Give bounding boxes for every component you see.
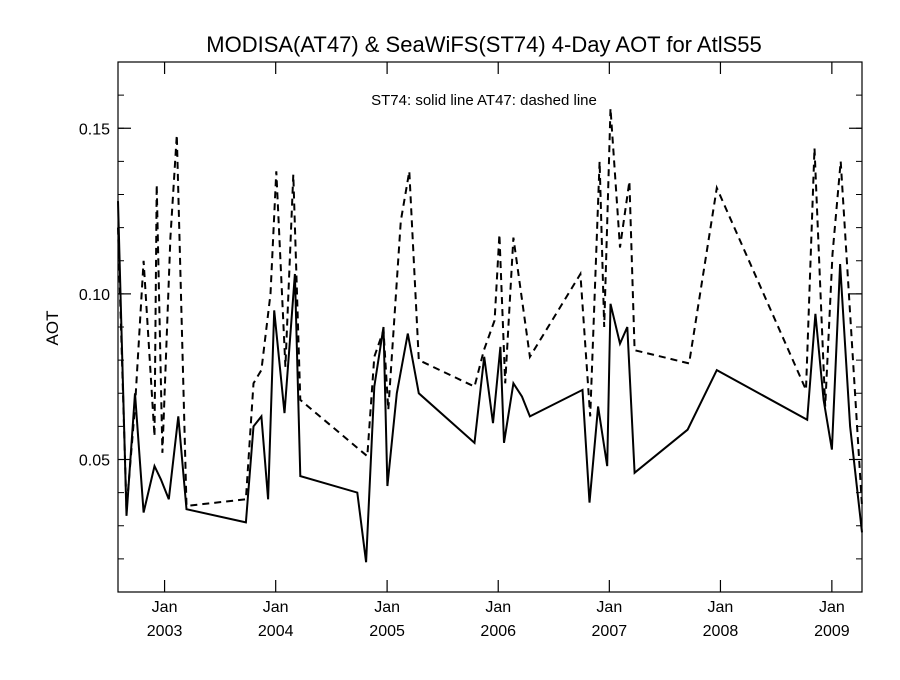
x-tick-year-label: 2006: [480, 623, 516, 640]
x-tick-month-label: Jan: [485, 599, 511, 616]
plot-frame: [117, 61, 863, 593]
series-line-at47-dashed: [117, 108, 863, 510]
x-tick-month-label: Jan: [708, 599, 734, 616]
x-tick-year-label: 2007: [592, 623, 628, 640]
y-tick-label: 0.15: [79, 121, 110, 138]
y-tick-label: 0.10: [79, 287, 110, 304]
x-tick-year-label: 2008: [703, 623, 739, 640]
x-tick-month-label: Jan: [263, 599, 289, 616]
x-tick-year-label: 2005: [369, 623, 405, 640]
series-line-st74-solid: [117, 201, 863, 563]
x-tick-month-label: Jan: [819, 599, 845, 616]
x-tick-month-label: Jan: [152, 599, 178, 616]
x-tick-year-label: 2009: [814, 623, 850, 640]
x-tick-month-label: Jan: [374, 599, 400, 616]
series-group: [117, 108, 863, 563]
x-tick-year-label: 2004: [258, 623, 294, 640]
x-tick-month-label: Jan: [596, 599, 622, 616]
y-tick-label: 0.05: [79, 453, 110, 470]
axes: 0.05 0.10 0.15 Jan 2003 Jan 2004 Jan 2005 Jan 2006…: [79, 61, 863, 640]
y-axis-label: AOT: [43, 311, 62, 346]
x-tick-year-label: 2003: [147, 623, 183, 640]
chart-title: MODISA(AT47) & SeaWiFS(ST74) 4-Day AOT f…: [206, 32, 761, 57]
line-style-annotation: ST74: solid line AT47: dashed line: [371, 92, 597, 109]
